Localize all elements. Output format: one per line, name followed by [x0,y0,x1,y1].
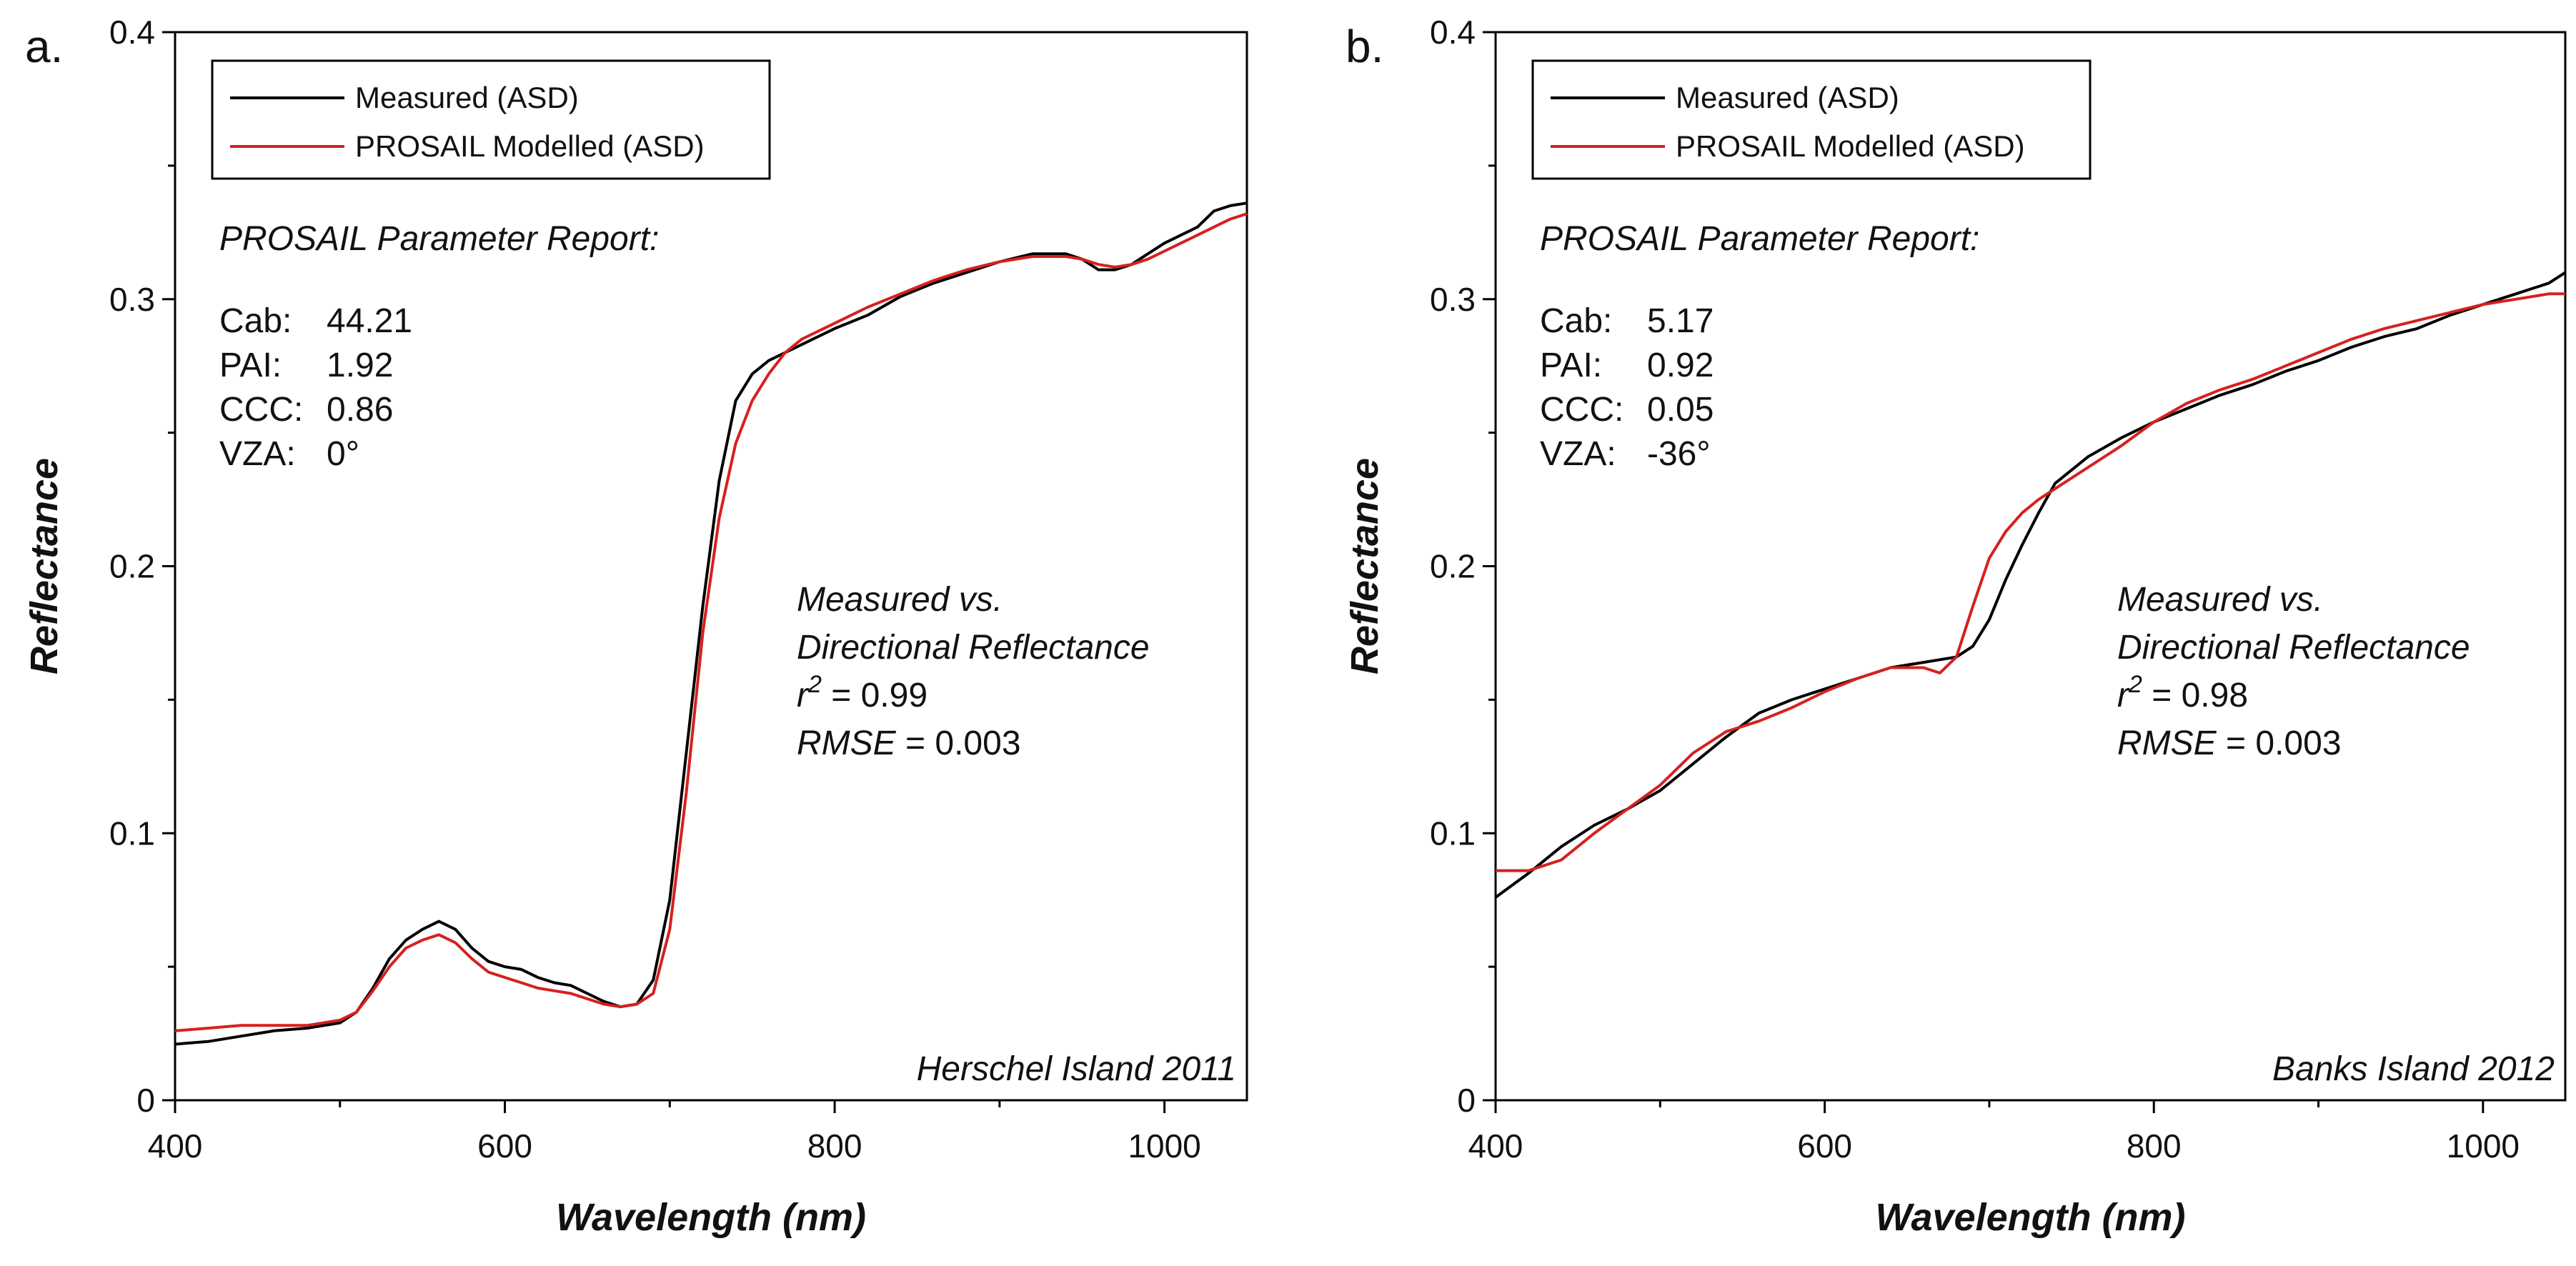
report-param-label: CCC: [219,391,303,429]
r-squared-symbol: r [797,677,810,714]
report-param-value: 0.05 [1647,391,1714,429]
rmse: RMSE = 0.003 [797,724,1021,762]
y-tick-label: 0.2 [109,548,155,585]
legend-box [211,59,771,180]
r-squared-value: = 0.98 [2142,677,2248,714]
site-label: Herschel Island 2011 [917,1050,1236,1088]
x-tick-label: 600 [477,1127,532,1165]
x-tick-label: 1000 [1128,1127,1200,1165]
x-tick-label: 800 [807,1127,862,1165]
x-tick-label: 800 [2127,1127,2182,1165]
y-tick-label: 0 [136,1082,155,1119]
r-squared-symbol: r [2117,677,2130,714]
report-param-value: 0.86 [327,391,393,429]
legend-label-modelled: PROSAIL Modelled (ASD) [1676,129,2025,163]
rmse: RMSE = 0.003 [2117,724,2342,762]
report-param-value: 44.21 [327,302,412,340]
y-axis-label: Reflectance [23,458,66,674]
x-tick-label: 600 [1797,1127,1852,1165]
y-tick-label: 0 [1457,1082,1476,1119]
site-label: Banks Island 2012 [2272,1050,2555,1088]
x-tick-label: 400 [148,1127,203,1165]
report-param-label: Cab: [1540,302,1612,340]
panel-label: b. [1346,21,1383,72]
report-param-value: -36° [1647,435,1711,473]
y-axis-label: Reflectance [1343,458,1386,674]
x-tick-label: 1000 [2447,1127,2520,1165]
r-squared-value: = 0.99 [822,677,928,714]
report-param-label: PAI: [219,347,282,384]
r-squared: r2 = 0.99 [797,671,928,714]
legend-label-measured: Measured (ASD) [1676,81,1899,114]
report-param-value: 1.92 [327,347,393,384]
report-heading: PROSAIL Parameter Report: [1540,220,1979,258]
report-param-label: VZA: [1540,435,1616,473]
x-axis-label: Wavelength (nm) [556,1196,866,1239]
x-tick-label: 400 [1468,1127,1523,1165]
y-tick-label: 0.4 [109,14,155,51]
rmse-value: = 0.003 [896,724,1021,762]
legend: Measured (ASD) PROSAIL Modelled (ASD) [1531,59,2092,180]
report-param-label: VZA: [219,435,296,473]
y-tick-label: 0.3 [109,281,155,318]
y-tick-label: 0.4 [1430,14,1476,51]
y-tick-label: 0.1 [1430,814,1476,852]
report-param-label: PAI: [1540,347,1602,384]
stats-line-2: Directional Reflectance [2117,629,2470,667]
y-tick-label: 0.2 [1430,548,1476,585]
modelled-series-line [1496,292,2565,872]
y-tick-label: 0.1 [109,814,155,852]
x-axis-label: Wavelength (nm) [1875,1196,2185,1239]
report-heading: PROSAIL Parameter Report: [219,220,659,258]
rmse-label: RMSE [2117,724,2217,762]
r-squared: r2 = 0.98 [2117,671,2248,714]
report-param-label: Cab: [219,302,292,340]
legend-box [1531,59,2092,180]
legend-label-measured: Measured (ASD) [355,81,579,114]
plot-frame [1494,31,2567,1102]
report-param-value: 0° [327,435,359,473]
modelled-series-line [174,212,1248,1032]
panel-label: a. [25,21,63,72]
legend: Measured (ASD) PROSAIL Modelled (ASD) [211,59,771,180]
stats-line-1: Measured vs. [797,581,1003,619]
rmse-value: = 0.003 [2217,724,2342,762]
stats-line-1: Measured vs. [2117,581,2323,619]
measured-series-line [1494,271,2567,899]
measured-series-line [174,201,1248,1046]
stats-line-2: Directional Reflectance [797,629,1150,667]
chart-panel-a: 0 0.1 0.2 0.3 0.4 400 600 800 1000 Wavelength (nm… [23,14,1248,1239]
r-squared-superscript: 2 [807,671,822,698]
chart-panel-b: 0 0.1 0.2 0.3 0.4 400 600 800 1000 Wavelength (nm… [1343,14,2567,1239]
report-param-value: 0.92 [1647,347,1714,384]
legend-label-modelled: PROSAIL Modelled (ASD) [355,129,705,163]
rmse-label: RMSE [797,724,897,762]
y-tick-label: 0.3 [1430,281,1476,318]
report-param-label: CCC: [1540,391,1623,429]
report-param-value: 5.17 [1647,302,1714,340]
r-squared-superscript: 2 [2128,671,2142,698]
